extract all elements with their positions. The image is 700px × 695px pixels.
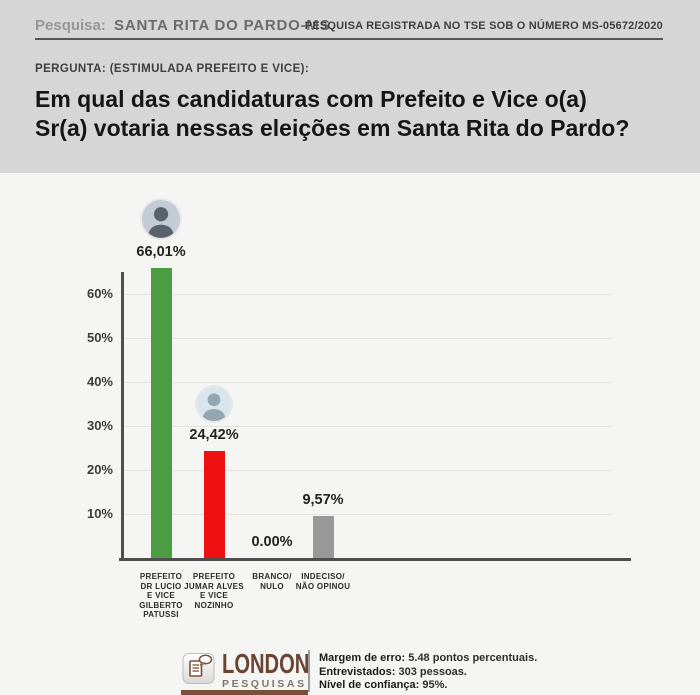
y-tick-label: 30% [86, 418, 113, 433]
category-label-line: NOZINHO [194, 600, 234, 610]
candidate-photo [197, 387, 231, 421]
category-label-line: JUMAR ALVES [184, 581, 244, 591]
gridline [124, 338, 612, 339]
tse-registration-text: PESQUISA REGISTRADA NO TSE SOB O NÚMERO … [304, 20, 663, 32]
bar-value-label: 24,42% [189, 427, 239, 443]
category-label-line: E VICE [146, 591, 176, 600]
category-label-line: BRANCO/ [252, 572, 292, 581]
category-label-line: PREFEITO [139, 572, 183, 581]
gridline [124, 426, 612, 427]
stat-label: Margem de erro: [319, 652, 406, 664]
category-label-line: PREFEITO [192, 572, 236, 581]
stat-value: 95%. [422, 679, 448, 691]
stat-label: Nível de confiança: [319, 679, 420, 691]
stat-row-interviewed: Entrevistados: 303 pessoas. [319, 666, 537, 680]
logo-underline-bar [181, 690, 308, 695]
header-bar: Pesquisa: SANTA RITA DO PARDO-MS [35, 17, 331, 34]
category-label: PREFEITO JUMAR ALVES E VICE NOZINHO [169, 572, 259, 610]
poll-location-title: SANTA RITA DO PARDO-MS [114, 17, 331, 34]
category-label-line: INDECISO/ [301, 572, 345, 581]
bar [312, 516, 334, 558]
category-label: PREFEITO DR LUCIO E VICE GILBERTO PATUSSI [116, 572, 206, 620]
category-label-line: PATUSSI [143, 610, 179, 619]
category-label: BRANCO/NULO [227, 572, 317, 591]
logo-subtitle: PESQUISAS [222, 678, 307, 690]
bar [203, 451, 225, 558]
person-icon [147, 207, 175, 238]
logo-icon [182, 653, 215, 684]
bar-value-label: 0.00% [251, 534, 293, 550]
y-axis [121, 272, 124, 561]
document-icon [189, 660, 203, 677]
question-line-1: Em qual das candidaturas com Prefeito e … [35, 86, 587, 112]
y-tick-label: 40% [86, 374, 113, 389]
chart-panel [0, 173, 700, 695]
poll-stats: Margem de erro: 5.48 pontos percentuais.… [319, 652, 537, 693]
person-icon [202, 393, 226, 421]
stat-row-confidence: Nível de confiança: 95%. [319, 679, 537, 693]
stat-value: 303 pessoas. [398, 665, 467, 678]
category-label-line: NÃO OPINOU [295, 581, 351, 591]
question-title: Em qual das candidaturas com Prefeito e … [35, 85, 685, 143]
stat-row-margin: Margem de erro: 5.48 pontos percentuais. [319, 652, 537, 666]
category-label: INDECISO/NÃO OPINOU [278, 572, 368, 591]
logo-name: LONDON [222, 648, 310, 679]
speech-bubble-icon [198, 654, 213, 667]
y-tick-label: 60% [86, 286, 113, 301]
gridline [124, 514, 612, 515]
category-label-line: NULO [260, 581, 284, 591]
candidate-photo [142, 200, 180, 238]
header-underline [35, 38, 663, 40]
bar-value-label: 66,01% [136, 244, 186, 260]
y-tick-label: 20% [86, 462, 113, 477]
question-kicker: PERGUNTA: (ESTIMULADA PREFEITO E VICE): [35, 63, 310, 75]
x-axis [119, 558, 631, 561]
y-tick-label: 50% [86, 330, 113, 345]
stat-label: Entrevistados: [319, 665, 396, 678]
y-tick-label: 10% [86, 506, 113, 521]
footer-divider [308, 650, 310, 692]
gridline [124, 470, 612, 471]
category-label-line: DR LUCIO [140, 581, 182, 591]
bar-value-label: 9,57% [302, 492, 344, 508]
category-label-line: GILBERTO [139, 600, 183, 610]
question-line-2: Sr(a) votaria nessas eleições em Santa R… [35, 115, 630, 141]
gridline [124, 382, 612, 383]
gridline [124, 294, 612, 295]
bar [150, 268, 172, 558]
category-label-line: E VICE [199, 591, 229, 600]
stat-value: 5.48 pontos percentuais. [408, 652, 538, 664]
poll-label: Pesquisa: [35, 17, 106, 34]
